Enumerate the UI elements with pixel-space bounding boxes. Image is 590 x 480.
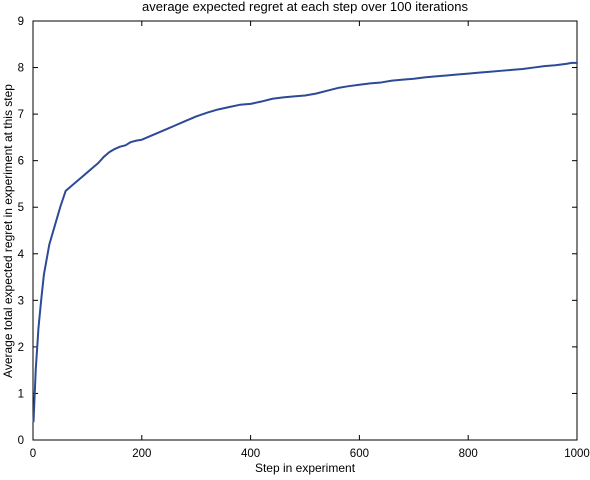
x-tick-label: 200: [132, 448, 151, 460]
x-axis-ticks: 0 200 400 600 800 1000: [30, 21, 590, 460]
regret-series-line: [32, 61, 578, 423]
y-axis-label: Average total expected regret in experim…: [1, 84, 15, 378]
y-tick-label: 9: [18, 16, 24, 28]
y-tick-label: 3: [18, 295, 24, 307]
y-tick-label: 8: [18, 63, 24, 75]
y-tick-label: 6: [18, 156, 24, 168]
x-tick-label: 0: [30, 448, 36, 460]
y-tick-label: 4: [18, 249, 25, 261]
y-tick-label: 0: [18, 435, 24, 447]
y-tick-label: 5: [18, 202, 24, 214]
y-tick-label: 7: [18, 109, 24, 121]
x-tick-label: 800: [459, 448, 478, 460]
chart-title: average expected regret at each step ove…: [142, 0, 468, 14]
plot-frame: [32, 20, 578, 441]
y-tick-label: 2: [18, 342, 24, 354]
x-tick-label: 1000: [564, 448, 590, 460]
x-axis-label: Step in experiment: [255, 461, 356, 475]
y-axis-ticks: 0 1 2 3 4 5 6 7 8 9: [18, 16, 577, 447]
y-tick-label: 1: [18, 388, 24, 400]
x-tick-label: 400: [241, 448, 260, 460]
x-tick-label: 600: [350, 448, 369, 460]
